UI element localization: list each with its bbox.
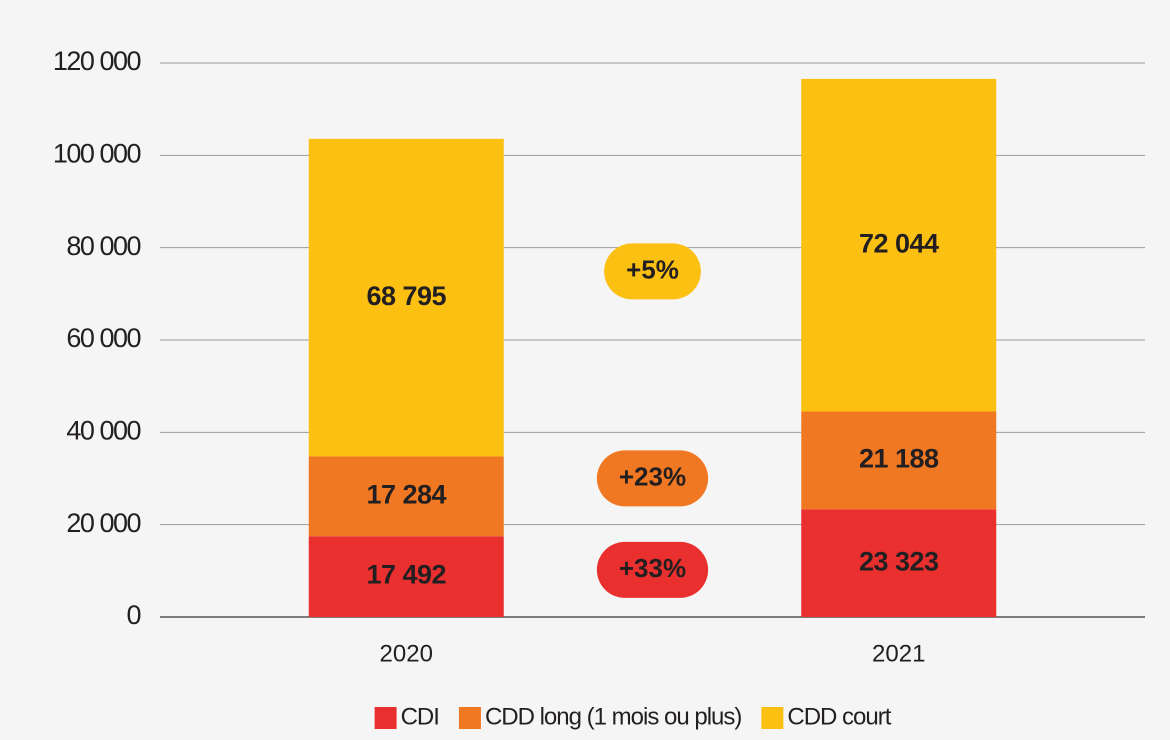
bar-segment xyxy=(308,456,504,537)
bar-segment xyxy=(801,78,997,412)
change-badge: +5% xyxy=(604,243,701,300)
legend-swatch xyxy=(761,707,784,729)
data-label: 72 044 xyxy=(859,228,939,258)
y-tick-label: 60 000 xyxy=(66,323,140,353)
badge-background xyxy=(596,541,709,598)
y-tick-label: 0 xyxy=(126,600,140,630)
x-tick-label: 2021 xyxy=(872,640,925,667)
bar-segment xyxy=(801,509,997,617)
data-label: 23 323 xyxy=(859,546,939,576)
y-tick-label: 20 000 xyxy=(66,508,140,538)
legend-swatch xyxy=(374,707,397,729)
y-tick-label: 40 000 xyxy=(66,415,140,445)
change-badge: +23% xyxy=(596,450,709,507)
legend: CDI CDD long (1 mois ou plus) CDD court xyxy=(374,703,893,730)
data-label: 17 492 xyxy=(366,560,446,590)
change-badge: +33% xyxy=(596,541,709,598)
legend-label: CDD long (1 mois ou plus) xyxy=(485,703,741,730)
badge-text: +5% xyxy=(626,254,679,284)
legend-label: CDI xyxy=(401,703,439,730)
data-label: 21 188 xyxy=(859,444,939,474)
badge-background xyxy=(604,243,701,300)
badge-text: +23% xyxy=(619,461,686,491)
legend-label: CDD court xyxy=(787,703,891,730)
legend-swatch xyxy=(458,707,481,729)
y-tick-label: 120 000 xyxy=(53,46,141,76)
y-tick-label: 80 000 xyxy=(66,231,140,261)
x-tick-label: 2020 xyxy=(380,640,433,667)
data-label: 17 284 xyxy=(366,479,446,509)
bar-segment xyxy=(308,138,504,457)
bar-segment xyxy=(308,536,504,617)
y-tick-label: 100 000 xyxy=(53,138,141,168)
bar-segment xyxy=(801,411,997,510)
data-label: 68 795 xyxy=(366,281,446,311)
badge-text: +33% xyxy=(619,553,686,583)
badge-background xyxy=(596,450,709,507)
